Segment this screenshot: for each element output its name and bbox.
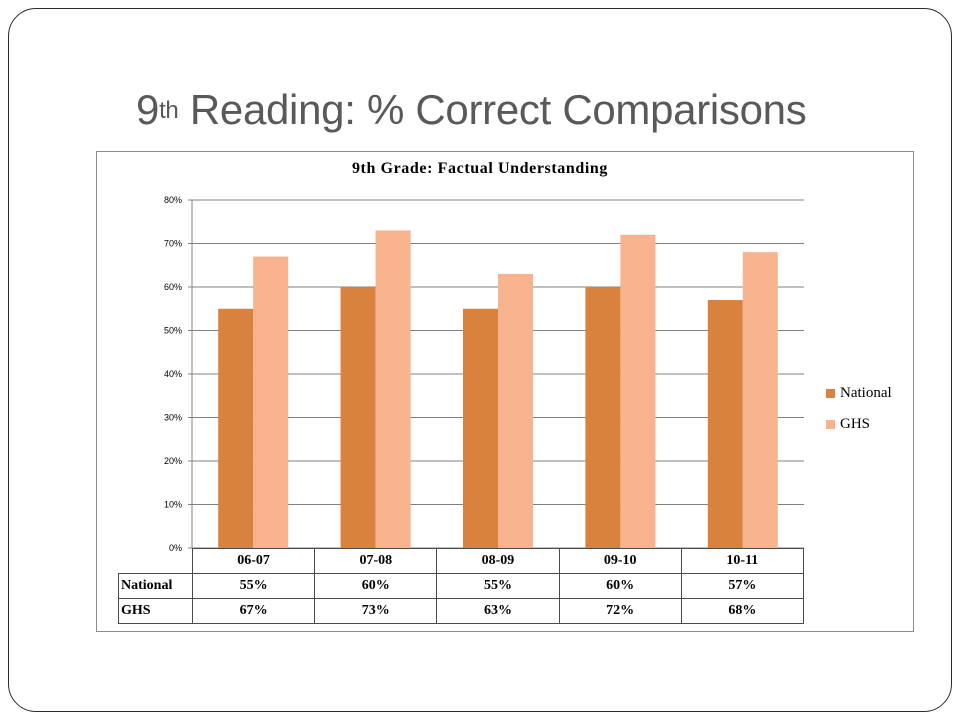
bar-ghs-08-09 [498, 273, 533, 548]
bar-ghs-09-10 [620, 234, 656, 549]
legend-swatch-ghs [826, 419, 835, 429]
bar-national-10-11 [707, 300, 743, 548]
legend-item-ghs: GHS [826, 413, 892, 435]
table-header-cell: 10-11 [680, 548, 805, 574]
y-tick-label: 0% [169, 543, 182, 553]
table-cell: 57% [680, 573, 805, 599]
table-row-ghs: GHS 67% 73% 63% 72% 68% [118, 598, 805, 624]
legend-label-national: National [840, 384, 892, 401]
y-tick-label: 80% [164, 195, 182, 205]
table-row-label: National [118, 573, 193, 599]
bar-national-09-10 [585, 287, 621, 548]
y-tick-label: 50% [164, 326, 182, 336]
table-header-cell: 08-09 [436, 548, 560, 574]
legend-label-ghs: GHS [840, 415, 871, 432]
table-corner-cell [118, 548, 193, 574]
table-cell: 60% [314, 573, 438, 599]
y-tick-label: 10% [164, 500, 182, 510]
chart-legend: National GHS [826, 382, 892, 444]
bar-ghs-07-08 [375, 230, 411, 548]
table-cell: 63% [436, 598, 560, 624]
slide-title: 9th Reading: % Correct Comparisons [136, 86, 807, 134]
table-header-row: 06-07 07-08 08-09 09-10 10-11 [118, 548, 805, 574]
table-cell: 68% [680, 598, 805, 624]
y-tick-label: 70% [164, 239, 182, 249]
bar-national-07-08 [340, 287, 376, 548]
table-header-cell: 06-07 [191, 548, 316, 574]
y-tick-label: 30% [164, 413, 182, 423]
legend-item-national: National [826, 382, 892, 404]
chart-data-table: 06-07 07-08 08-09 09-10 10-11 National 5… [118, 548, 805, 624]
bar-national-08-09 [463, 308, 498, 548]
table-cell: 55% [191, 573, 316, 599]
slide-title-superscript: th [159, 97, 179, 124]
table-cell: 55% [436, 573, 560, 599]
table-header-cell: 09-10 [558, 548, 682, 574]
legend-swatch-national [826, 388, 835, 398]
bar-national-06-07 [218, 308, 254, 548]
y-tick-label: 40% [164, 369, 182, 379]
table-cell: 67% [191, 598, 316, 624]
table-header-cell: 07-08 [314, 548, 438, 574]
y-tick-label: 20% [164, 456, 182, 466]
y-tick-label: 60% [164, 282, 182, 292]
table-row-label: GHS [118, 598, 193, 624]
table-cell: 60% [558, 573, 682, 599]
chart-title: 9th Grade: Factual Understanding [351, 160, 609, 177]
table-row-national: National 55% 60% 55% 60% 57% [118, 573, 805, 599]
slide-title-number: 9 [136, 86, 160, 133]
bar-ghs-10-11 [742, 252, 778, 548]
table-cell: 73% [314, 598, 438, 624]
table-cell: 72% [558, 598, 682, 624]
slide-title-text: Reading: % Correct Comparisons [178, 86, 807, 133]
bar-ghs-06-07 [253, 256, 289, 548]
